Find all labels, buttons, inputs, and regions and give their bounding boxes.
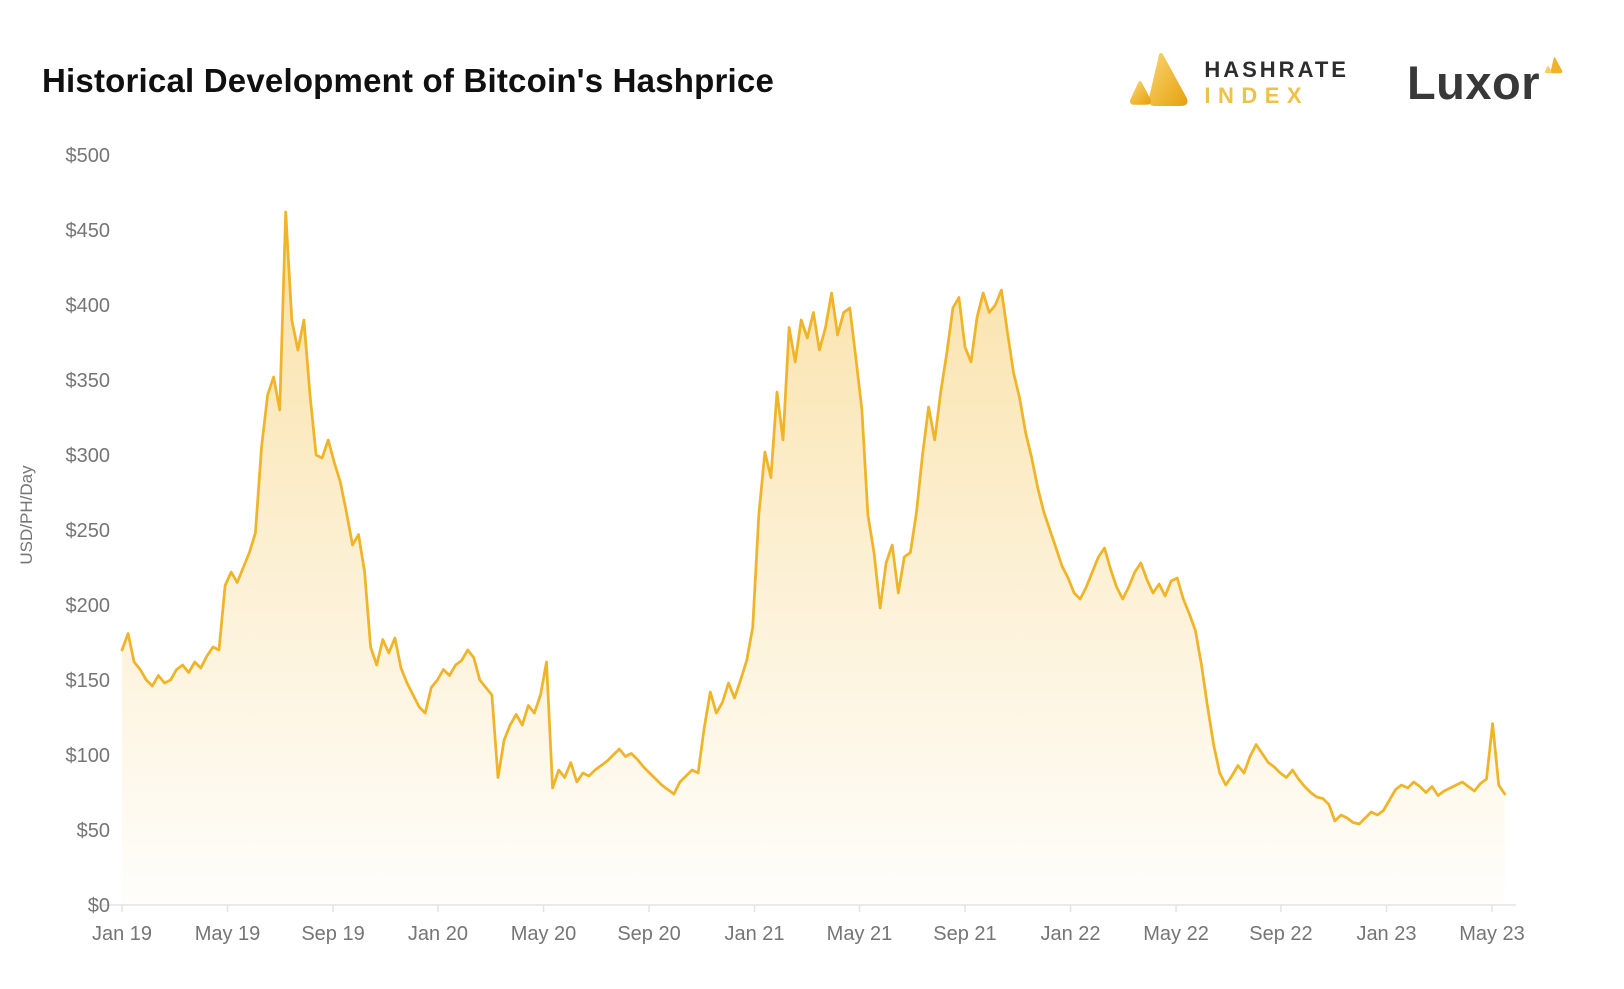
hashprice-area-fill	[122, 212, 1505, 905]
x-tick-label: May 23	[1459, 923, 1525, 945]
y-tick-label: $200	[66, 595, 111, 617]
y-tick-label: $250	[66, 520, 111, 542]
y-tick-label: $150	[66, 670, 111, 692]
x-tick-label: May 22	[1143, 923, 1209, 945]
y-tick-label: $350	[66, 370, 111, 392]
x-tick-label: Jan 22	[1040, 923, 1100, 945]
x-tick-label: May 21	[827, 923, 893, 945]
y-tick-label: $500	[66, 145, 111, 167]
x-tick-label: Jan 21	[725, 923, 785, 945]
axis-label-layer: Jan 19 May 19 Sep 19 Jan 20 May 20 Sep 20 Jan …	[17, 145, 1525, 945]
x-tick-label: Jan 19	[92, 923, 152, 945]
index-wordmark-line: INDEX	[1204, 82, 1310, 108]
logo-row: HASHRATE INDEX Luxor	[1130, 52, 1564, 113]
luxor-triangle-icon	[1544, 57, 1564, 80]
y-tick-label: $300	[66, 445, 111, 467]
page-title: Historical Development of Bitcoin's Hash…	[42, 62, 775, 99]
hashrate-index-triangles-icon	[1130, 52, 1192, 113]
x-tick-label: Jan 20	[408, 923, 468, 945]
y-axis-title: USD/PH/Day	[17, 465, 36, 565]
x-tick-label: May 19	[195, 923, 261, 945]
x-tick-label: Jan 23	[1356, 923, 1416, 945]
hashprice-line-series	[120, 210, 1507, 826]
luxor-logo: Luxor	[1406, 56, 1564, 109]
hashrate-wordmark-line: HASHRATE	[1204, 56, 1349, 82]
y-tick-label: $0	[88, 895, 110, 917]
luxor-wordmark: Luxor	[1406, 56, 1540, 109]
axis-layer	[100, 904, 1516, 912]
x-tick-label: May 20	[511, 923, 577, 945]
y-tick-label: $450	[66, 220, 111, 242]
x-tick-label: Sep 21	[933, 923, 996, 945]
x-tick-label: Sep 20	[617, 923, 680, 945]
x-tick-label: Sep 19	[301, 923, 364, 945]
hashrate-index-wordmark: HASHRATE INDEX	[1204, 57, 1349, 109]
y-tick-label: $400	[66, 295, 111, 317]
x-tick-label: Sep 22	[1249, 923, 1312, 945]
hashrate-index-logo: HASHRATE INDEX	[1130, 52, 1349, 113]
y-tick-label: $100	[66, 745, 111, 767]
y-tick-label: $50	[77, 820, 110, 842]
